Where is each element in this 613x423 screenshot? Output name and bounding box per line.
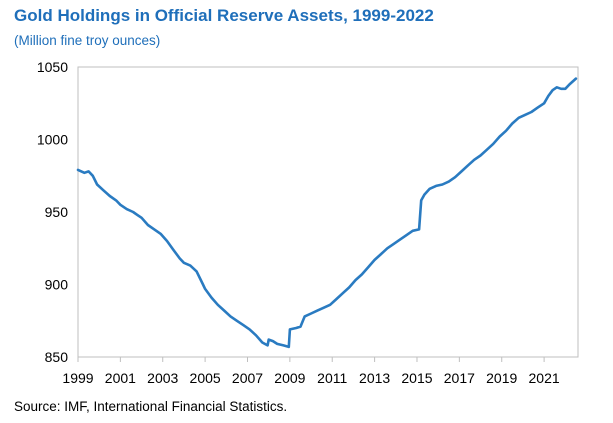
y-tick-label: 900 — [45, 277, 69, 293]
x-axis: 1999 2001 2003 2005 2007 2009 2011 2013 2015 2017… — [62, 357, 560, 386]
x-tick-label: 2011 — [317, 370, 347, 386]
x-tick-label: 2019 — [486, 370, 517, 386]
x-tick-label: 2013 — [359, 370, 390, 386]
y-tick-label: 950 — [45, 204, 69, 220]
chart-title: Gold Holdings in Official Reserve Assets… — [14, 6, 434, 25]
plot-border — [77, 66, 579, 358]
x-tick-label: 1999 — [62, 370, 93, 386]
x-tick-label: 2017 — [444, 370, 475, 386]
x-tick-label: 2005 — [190, 370, 221, 386]
x-tick-label: 2007 — [232, 370, 263, 386]
y-tick-label: 1000 — [37, 132, 68, 148]
y-tick-label: 1050 — [37, 59, 68, 75]
y-axis: 850 900 950 1000 1050 — [37, 59, 68, 365]
series-group — [76, 77, 578, 349]
series-line — [76, 77, 578, 349]
x-tick-label: 2021 — [529, 370, 560, 386]
x-tick-label: 2003 — [147, 370, 178, 386]
x-tick-label: 2001 — [105, 370, 136, 386]
x-tick-label: 2015 — [401, 370, 432, 386]
source-note: Source: IMF, International Financial Sta… — [14, 399, 288, 414]
plot-frame — [77, 66, 579, 358]
y-tick-label: 850 — [45, 349, 69, 365]
x-tick-label: 2009 — [274, 370, 305, 386]
chart-subtitle: (Million fine troy ounces) — [14, 33, 161, 48]
